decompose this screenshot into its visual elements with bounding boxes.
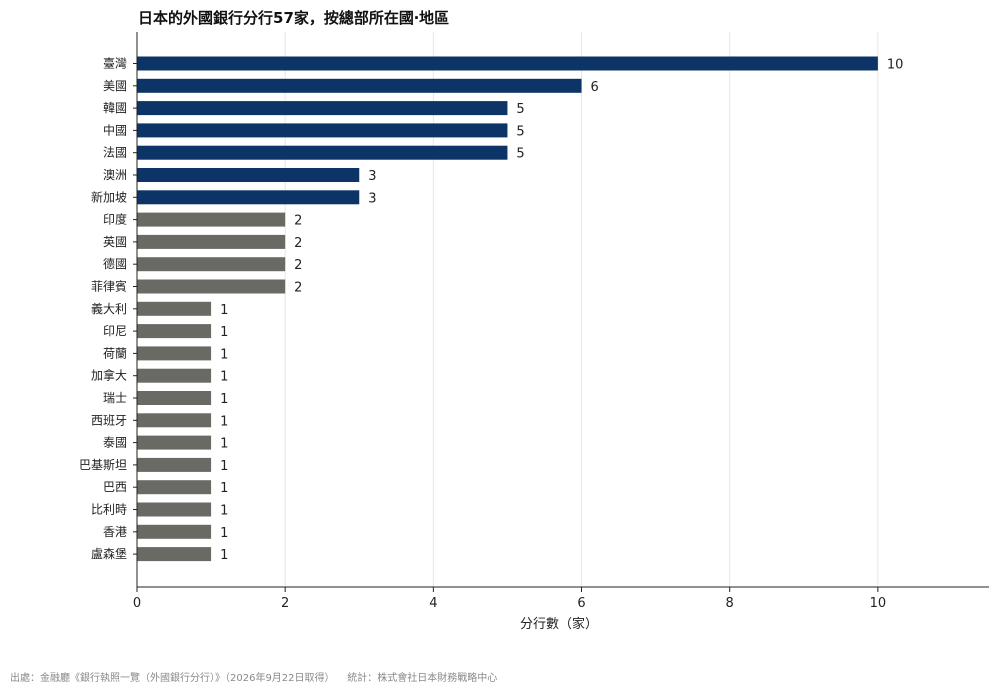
category-label: 香港 [103,525,127,539]
x-tick-label: 6 [577,596,585,611]
bar [137,391,212,405]
category-label: 韓國 [103,101,127,115]
footer-credit: 統計：株式會社日本財務戰略中心 [347,673,498,684]
axes [133,32,989,592]
category-label: 印尼 [103,324,127,338]
category-label: 法國 [103,146,127,160]
bar [137,257,286,272]
value-label: 5 [516,124,524,139]
value-label: 6 [591,80,599,95]
category-label: 巴基斯坦 [79,458,127,472]
x-axis-title: 分行數（家） [520,616,598,632]
bar [137,547,212,562]
bar [137,524,212,539]
bar [137,190,360,205]
value-label: 1 [220,526,228,541]
bar [137,168,360,182]
x-tick-label: 10 [870,596,887,611]
value-label: 1 [220,504,228,519]
value-label: 10 [887,58,904,73]
value-label: 1 [220,392,228,407]
value-label: 3 [368,191,376,206]
category-label: 荷蘭 [103,346,127,360]
bar [137,101,508,116]
value-label: 1 [220,548,228,563]
value-label: 3 [368,169,376,184]
value-label: 1 [220,481,228,496]
bar [137,234,286,249]
value-label: 2 [294,281,302,296]
category-label: 澳洲 [103,168,127,182]
category-label: 西班牙 [91,413,127,427]
bars [137,56,878,562]
x-tick-label: 0 [133,596,141,611]
value-label: 5 [516,102,524,117]
bar [137,123,508,138]
value-label: 1 [220,303,228,318]
category-label: 臺灣 [103,56,127,71]
bar [137,212,286,227]
value-label: 1 [220,347,228,362]
category-label: 美國 [103,79,127,93]
bar [137,346,212,361]
bar [137,502,212,517]
x-tick-label: 4 [429,596,437,611]
bar [137,145,508,160]
value-label: 2 [294,214,302,229]
value-label: 1 [220,414,228,429]
category-label: 德國 [103,256,127,271]
bar [137,324,212,339]
value-label: 2 [294,258,302,273]
bar [137,413,212,428]
category-label: 中國 [103,122,127,137]
value-label: 1 [220,325,228,340]
labels: 0 2 4 6 8 10 臺灣 10 美國 6 韓國 5 中國 5 法國 5 澳洲 3 新加坡 3 印度 2 英國 2 德國 2 菲… [79,56,903,633]
category-label: 盧森堡 [91,546,127,561]
bar [137,480,212,495]
x-tick-label: 8 [726,596,734,611]
category-label: 印度 [103,212,127,227]
bar [137,56,878,71]
value-label: 1 [220,370,228,385]
bar [137,368,212,383]
category-label: 比利時 [91,503,127,517]
category-label: 菲律賓 [91,279,127,294]
bar [137,78,582,93]
bar [137,435,212,450]
chart-footer: 出處：金融廳《銀行執照一覽（外國銀行分行）》（2026年9月22日取得） 統計：… [10,669,497,684]
x-tick-label: 2 [281,596,289,611]
footer-source: 出處：金融廳《銀行執照一覽（外國銀行分行）》（2026年9月22日取得） [10,673,335,684]
category-label: 瑞士 [103,391,127,405]
bar [137,457,212,472]
value-label: 5 [516,147,524,162]
category-label: 英國 [103,235,127,249]
category-label: 新加坡 [91,189,127,204]
category-label: 巴西 [103,480,127,494]
bar [137,279,286,294]
value-label: 2 [294,236,302,251]
bar [137,301,212,316]
category-label: 泰國 [103,436,127,450]
value-label: 1 [220,459,228,474]
category-label: 義大利 [91,301,127,316]
value-label: 1 [220,437,228,452]
category-label: 加拿大 [91,368,127,383]
grid-lines [284,32,879,587]
chart-title: 日本的外國銀行分行57家，按總部所在國‧地區 [138,9,450,27]
